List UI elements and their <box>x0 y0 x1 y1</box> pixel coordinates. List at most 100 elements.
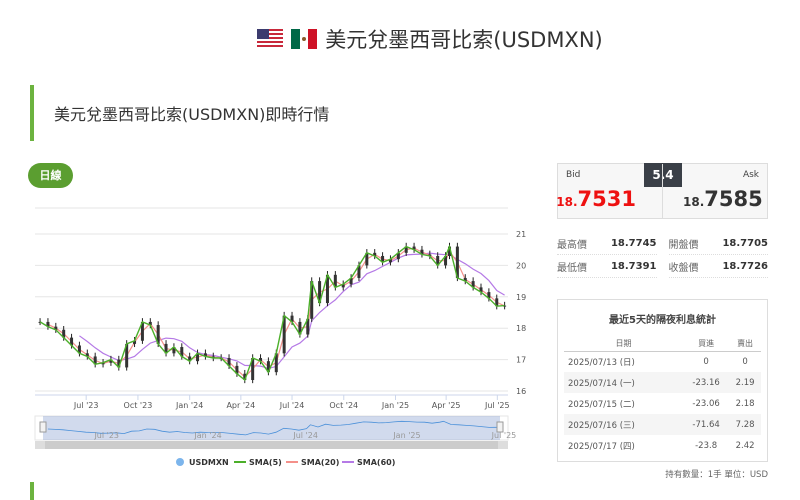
candle-body <box>109 359 113 363</box>
price-stats: 最高價 18.7745 開盤價 18.7705 最低價 18.7391 收盤價 18.7… <box>557 232 768 278</box>
table-row: 2025/07/14 (一) -23.16 2.19 <box>564 372 761 393</box>
navigator-frame <box>34 415 509 441</box>
navigator-handle[interactable] <box>39 421 47 433</box>
candle-body <box>235 365 239 374</box>
navigator-tick-label: Jan '24 <box>193 431 221 440</box>
stat-value: 18.7391 <box>610 260 657 272</box>
navigator-tick-label: Jul '23 <box>93 431 119 440</box>
candle-body <box>298 321 302 335</box>
legend-item-sma60[interactable]: SMA(60) <box>342 458 395 467</box>
candle-body <box>290 315 294 322</box>
candle-body <box>412 246 416 250</box>
bid-price: 18.7531 <box>556 187 636 211</box>
candle-body <box>448 246 452 256</box>
candle-body <box>471 281 475 288</box>
candle-body <box>282 315 286 354</box>
section-title: 美元兌墨西哥比索(USDMXN)即時行情 <box>30 85 329 141</box>
legend-item-usdmxn[interactable]: USDMXN <box>176 458 229 467</box>
cell-sell: 0 <box>742 356 748 367</box>
candle-body <box>357 265 361 278</box>
candle-body <box>180 347 184 357</box>
candle-body <box>133 340 137 344</box>
ask-label: Ask <box>742 170 759 180</box>
stat-label: 最低價 <box>557 262 587 274</box>
y-tick-label: 17 <box>516 356 526 365</box>
cell-date: 2025/07/14 (一) <box>564 372 684 393</box>
table-row: 2025/07/15 (二) -23.06 2.18 <box>564 393 761 414</box>
stat-label: 最高價 <box>557 239 587 251</box>
candle-body <box>251 358 255 381</box>
candle-body <box>396 252 400 260</box>
cell-sell: 7.28 <box>729 414 761 435</box>
legend-item-sma5[interactable]: SMA(5) <box>234 458 282 467</box>
quote-box: Bid 18.7531 5.4 Ask 18.7585 <box>556 163 768 219</box>
candle-body <box>310 281 314 319</box>
page-header: 美元兌墨西哥比索(USDMXN) <box>0 24 800 54</box>
candle-body <box>333 274 337 288</box>
candle-body <box>172 347 176 354</box>
stat-label: 收盤價 <box>668 262 699 274</box>
rates-title: 最近5天的隔夜利息統計 <box>609 315 716 326</box>
navigator-tick-label: Jul '24 <box>292 431 318 440</box>
cell-sell: 2.19 <box>729 372 761 393</box>
x-tick-label: Apr '25 <box>432 401 461 410</box>
candle-body <box>70 337 74 346</box>
navigator-line <box>47 420 497 436</box>
legend-label: SMA(60) <box>357 458 395 467</box>
daily-interval-button[interactable]: 日線 <box>28 163 73 188</box>
y-tick-label: 18 <box>516 324 526 333</box>
column-header-buy: 買進 <box>683 337 730 352</box>
candle-body <box>266 361 270 373</box>
candle-body <box>125 343 129 368</box>
cell-sell: 2.42 <box>735 440 755 451</box>
candle-body <box>101 362 105 365</box>
ask-price-main: 7585 <box>704 187 763 211</box>
table-row: 2025/07/13 (日) 0 0 <box>564 351 761 372</box>
cell-date: 2025/07/15 (二) <box>568 399 635 410</box>
legend-item-sma20[interactable]: SMA(20) <box>286 458 339 467</box>
candle-body <box>46 321 50 327</box>
navigator-tick-label: Jul '25 <box>491 431 517 440</box>
navigator-handle[interactable] <box>496 421 504 433</box>
column-header-date: 日期 <box>564 337 684 352</box>
cell-buy: -23.8 <box>695 440 718 451</box>
candle-body <box>436 255 440 266</box>
ask-panel: Ask 18.7585 <box>662 164 767 218</box>
candle-body <box>381 255 385 263</box>
cell-buy: -71.64 <box>683 414 730 435</box>
candle-body <box>62 329 66 338</box>
y-tick-label: 16 <box>516 387 526 396</box>
bid-price-main: 7531 <box>577 187 636 211</box>
navigator-tick-label: Jan '25 <box>392 431 420 440</box>
sma5-line <box>39 244 505 382</box>
price-chart[interactable]: 16 17 18 19 20 21 Jul '23 Oct '23 Jan '24 Apr '24… <box>30 200 530 480</box>
ask-price-prefix: 18. <box>683 195 705 209</box>
bid-label: Bid <box>566 170 581 180</box>
legend-label: USDMXN <box>189 458 229 467</box>
cell-sell: 2.18 <box>735 398 755 409</box>
candle-body <box>117 359 121 368</box>
footer-note: 持有數量：1手 單位：USD <box>665 470 768 480</box>
mexico-flag-icon <box>291 29 318 49</box>
stat-open: 開盤價 18.7705 <box>668 232 768 255</box>
candle-body <box>188 356 192 362</box>
cell-date: 2025/07/17 (四) <box>568 441 635 452</box>
candle-body <box>388 259 392 263</box>
candle-body <box>93 356 97 365</box>
scrollbar-thumb[interactable] <box>45 441 498 449</box>
stat-close: 收盤價 18.7726 <box>668 255 768 278</box>
candle-body <box>243 373 247 381</box>
candle-body <box>479 287 483 293</box>
page-title: 美元兌墨西哥比索(USDMXN) <box>325 28 603 52</box>
legend-label: SMA(20) <box>301 458 339 467</box>
x-tick-label: Jul '24 <box>279 401 305 410</box>
bid-price-prefix: 18. <box>556 195 578 209</box>
candle-body <box>156 325 160 344</box>
candle-body <box>85 353 89 357</box>
cell-buy: -23.16 <box>683 372 730 393</box>
candle-body <box>455 246 459 278</box>
candle-body <box>341 284 345 288</box>
stat-high: 最高價 18.7745 <box>557 232 657 255</box>
candle-body <box>463 277 467 282</box>
x-tick-label: Oct '23 <box>124 401 153 410</box>
